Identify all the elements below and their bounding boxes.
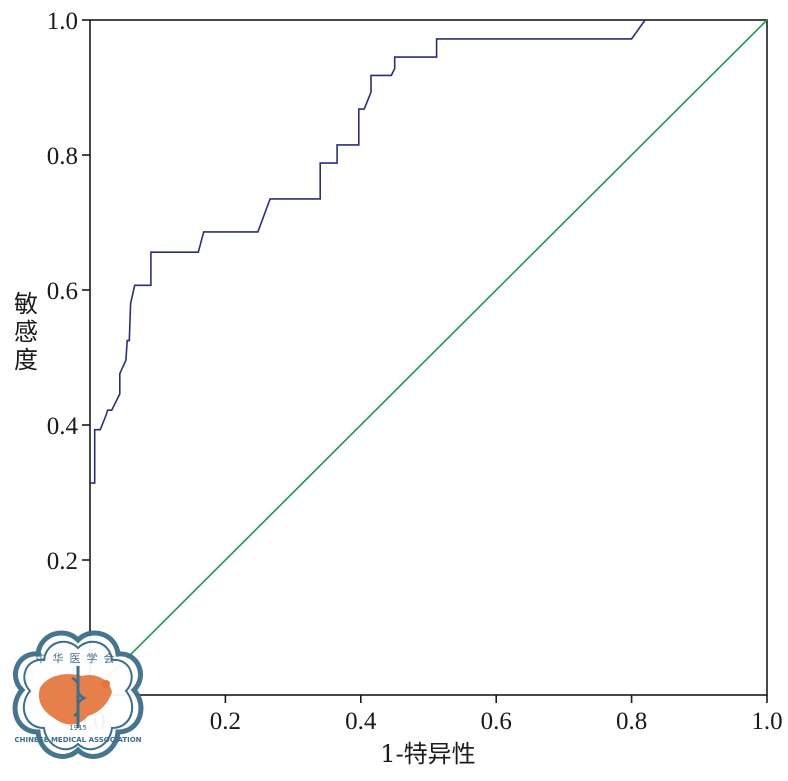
- roc-curve-line: [90, 19, 646, 484]
- y-tick-label: 0.4: [47, 413, 79, 440]
- seal-bottom-text: CHINESE MEDICAL ASSOCIATION: [14, 736, 141, 744]
- association-seal-logo: 中华医学会 CHINESE MEDICAL ASSOCIATION 1915: [12, 630, 144, 759]
- plot-frame: [89, 19, 768, 696]
- x-tick-label: 0.4: [345, 708, 377, 735]
- series-layer: [89, 19, 768, 696]
- x-axis-title: 1-特异性: [380, 740, 475, 768]
- y-tick-label: 0.6: [47, 278, 78, 305]
- reference-diagonal-line: [89, 19, 768, 696]
- x-tick-label: 0.8: [616, 708, 647, 735]
- x-tick-label: 0.2: [210, 708, 241, 735]
- y-tick-label: 0.8: [47, 143, 78, 170]
- seal-year: 1915: [69, 724, 87, 732]
- y-tick-label: 0.2: [47, 548, 78, 575]
- y-tick-label: 1.0: [47, 8, 78, 35]
- y-axis-title: 敏感度: [14, 290, 38, 374]
- x-tick-label: 1.0: [751, 708, 782, 735]
- x-tick-label: 0.6: [481, 708, 512, 735]
- seal-top-text: 中华医学会: [36, 651, 121, 665]
